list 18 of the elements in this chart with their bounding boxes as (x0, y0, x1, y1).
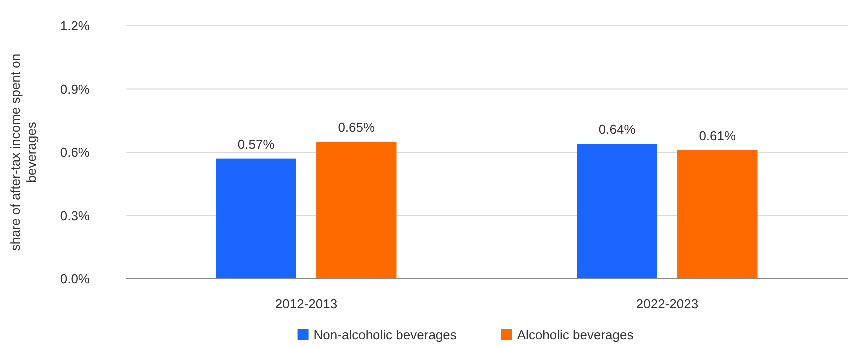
y-tick-label: 0.9% (60, 82, 90, 97)
bar (216, 158, 296, 279)
x-tick-label: 2012-2013 (275, 296, 338, 312)
y-tick-label: 1.2% (60, 18, 90, 34)
data-label: 0.65% (338, 120, 376, 135)
bar (316, 142, 397, 279)
bar (678, 150, 758, 279)
bar (577, 144, 658, 279)
x-tick-label: 2022-2023 (636, 296, 699, 312)
y-tick-label: 0.0% (60, 272, 90, 287)
data-label: 0.64% (598, 122, 636, 138)
legend-label: Non-alcoholic beverages (314, 328, 458, 343)
y-tick-label: 0.3% (60, 208, 90, 224)
legend-label: Alcoholic beverages (517, 328, 634, 343)
y-axis-title: share of after-tax income spent on beverages (8, 54, 39, 252)
y-tick-label: 0.6% (60, 145, 90, 160)
data-label: 0.61% (699, 128, 737, 144)
data-label: 0.57% (238, 136, 276, 152)
